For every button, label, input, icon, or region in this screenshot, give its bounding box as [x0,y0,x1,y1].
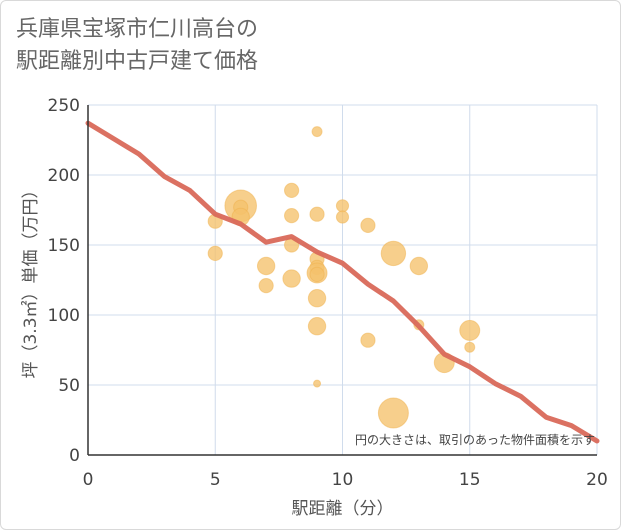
data-bubble [335,199,350,213]
data-bubble [309,266,325,282]
bubbles [207,126,481,429]
x-tick-label: 15 [459,470,481,490]
x-tick-label: 20 [586,470,608,490]
y-tick-label: 100 [48,306,80,326]
y-axis-label: 坪（3.3㎡）単価（万円） [21,181,41,378]
data-bubble [258,278,274,294]
data-bubble [307,289,327,308]
data-bubble [309,206,325,222]
data-bubble [464,341,476,353]
data-bubble [377,397,409,429]
data-bubble [284,182,300,198]
chart-title-line-1: 兵庫県宝塚市仁川高台の [16,17,259,42]
chart-title: 兵庫県宝塚市仁川高台の 駅距離別中古戸建て価格 [16,14,436,78]
data-bubble [380,240,407,267]
data-bubble [282,269,301,288]
data-bubble [313,379,322,388]
y-tick-label: 200 [48,166,80,186]
trend-line [85,120,600,444]
y-tick-label: 250 [48,96,80,116]
x-tick-label: 10 [332,470,354,490]
x-axis-label: 駅距離（分） [292,499,394,519]
x-tick-label: 5 [210,470,221,490]
data-bubble [360,332,376,348]
data-bubble [360,217,376,233]
y-tick-label: 50 [58,376,80,396]
x-tick-label: 0 [83,470,94,490]
data-bubble [335,210,350,224]
data-bubble [409,256,429,276]
data-bubble [311,126,323,138]
trend-line-group [85,120,600,444]
grid [87,104,598,456]
data-bubble [307,317,327,336]
y-tick-label: 150 [48,236,80,256]
size-note: 円の大きさは、取引のあった物件面積を示す [355,432,595,447]
data-bubble [256,256,276,276]
data-bubble [284,208,300,224]
chart-title-line-2: 駅距離別中古戸建て価格 [16,49,259,74]
data-bubble [207,245,223,261]
y-tick-label: 0 [69,446,80,466]
data-bubble [459,319,481,341]
